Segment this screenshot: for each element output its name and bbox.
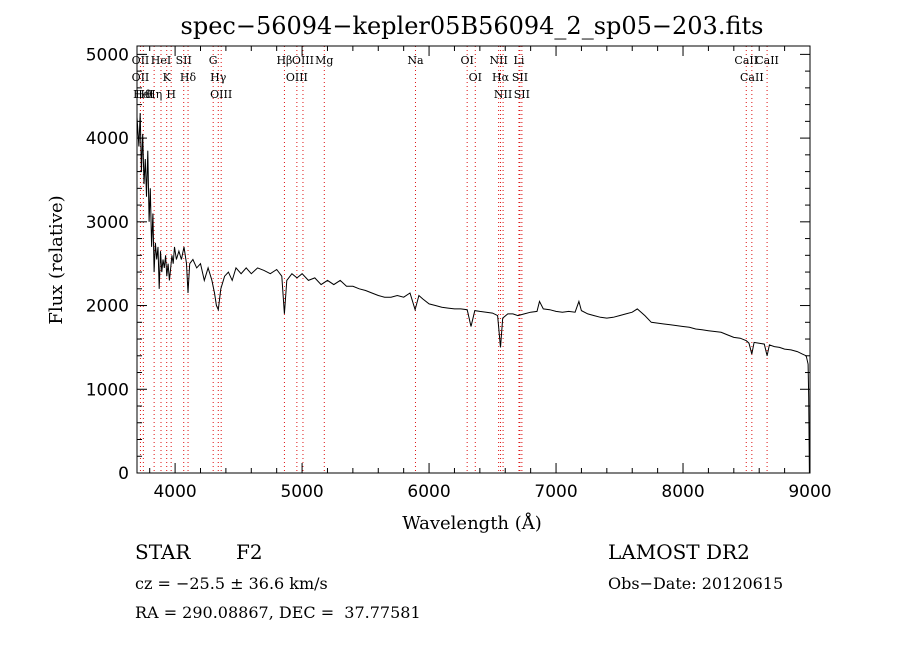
spectral-line-label: Hγ (210, 71, 227, 84)
spectral-line-label: Mg (315, 54, 333, 67)
spectral-line-label: Hη (146, 88, 162, 101)
y-tick-label: 4000 (86, 129, 129, 149)
y-tick-label: 3000 (86, 213, 129, 233)
spectral-line-label: SII (176, 54, 192, 67)
spectral-line-label: OIII (210, 88, 232, 101)
spectral-line-label: NII (494, 88, 512, 101)
x-tick-label: 4000 (153, 482, 196, 502)
y-tick-label: 1000 (86, 380, 129, 400)
spectral-line-labels: OIIOIIHθHeIHηHeIKHSIIHδGHγOIIIHβOIIIOIII… (132, 54, 779, 101)
x-tick-label: 5000 (280, 482, 323, 502)
survey-name: LAMOST DR2 (608, 540, 750, 564)
object-class: STAR (135, 540, 191, 564)
object-subclass: F2 (236, 540, 263, 564)
spectral-line-label: H (166, 88, 176, 101)
y-tick-label: 5000 (86, 45, 129, 65)
axis-ticks: 4000 5000 6000 7000 8000 9000 0 1000 2000 3000 400… (86, 45, 832, 502)
chart-title: spec−56094−kepler05B56094_2_sp05−203.fit… (181, 12, 764, 40)
spectral-line-label: Hδ (180, 71, 197, 84)
spectral-line-label: G (209, 54, 218, 67)
x-tick-label: 7000 (534, 482, 577, 502)
spectral-line-label: OII (132, 54, 150, 67)
spectral-line-label: HeI (151, 54, 171, 67)
spectral-line-label: HeI (133, 88, 153, 101)
spectral-line-label: OI (460, 54, 473, 67)
spectral-lines (139, 46, 768, 473)
spectral-line-label: OII (132, 71, 150, 84)
spectral-line-label: Na (407, 54, 424, 67)
x-tick-label: 8000 (661, 482, 704, 502)
spectral-line-label: OIII (292, 54, 314, 67)
spectrum-line (136, 112, 810, 474)
y-axis-label: Flux (relative) (46, 195, 67, 324)
redshift-velocity: cz = −25.5 ± 36.6 km/s (135, 574, 328, 593)
x-axis-label: Wavelength (Å) (402, 512, 542, 534)
plot-frame (136, 45, 811, 474)
spectral-line-label: OIII (286, 71, 308, 84)
y-tick-label: 0 (118, 464, 129, 484)
spectral-line-label: K (163, 71, 172, 84)
spectral-line-label: Hβ (276, 54, 292, 67)
x-tick-label: 9000 (788, 482, 831, 502)
spectral-line-label: CaII (755, 54, 779, 67)
spectral-line-label: OI (469, 71, 482, 84)
spectral-line-label: CaII (734, 54, 758, 67)
spectral-line-label: SII (514, 88, 530, 101)
spectral-line-label: Hθ (135, 88, 152, 101)
spectral-line-label: NII (489, 54, 507, 67)
spectral-line-label: Hα (492, 71, 510, 84)
spectral-line-label: SII (512, 71, 528, 84)
spectral-line-label: Li (514, 54, 525, 67)
y-tick-label: 2000 (86, 297, 129, 317)
observation-date: Obs−Date: 20120615 (608, 574, 784, 593)
x-tick-label: 6000 (407, 482, 450, 502)
coordinates: RA = 290.08867, DEC = 37.77581 (135, 603, 421, 622)
spectral-line-label: CaII (740, 71, 764, 84)
